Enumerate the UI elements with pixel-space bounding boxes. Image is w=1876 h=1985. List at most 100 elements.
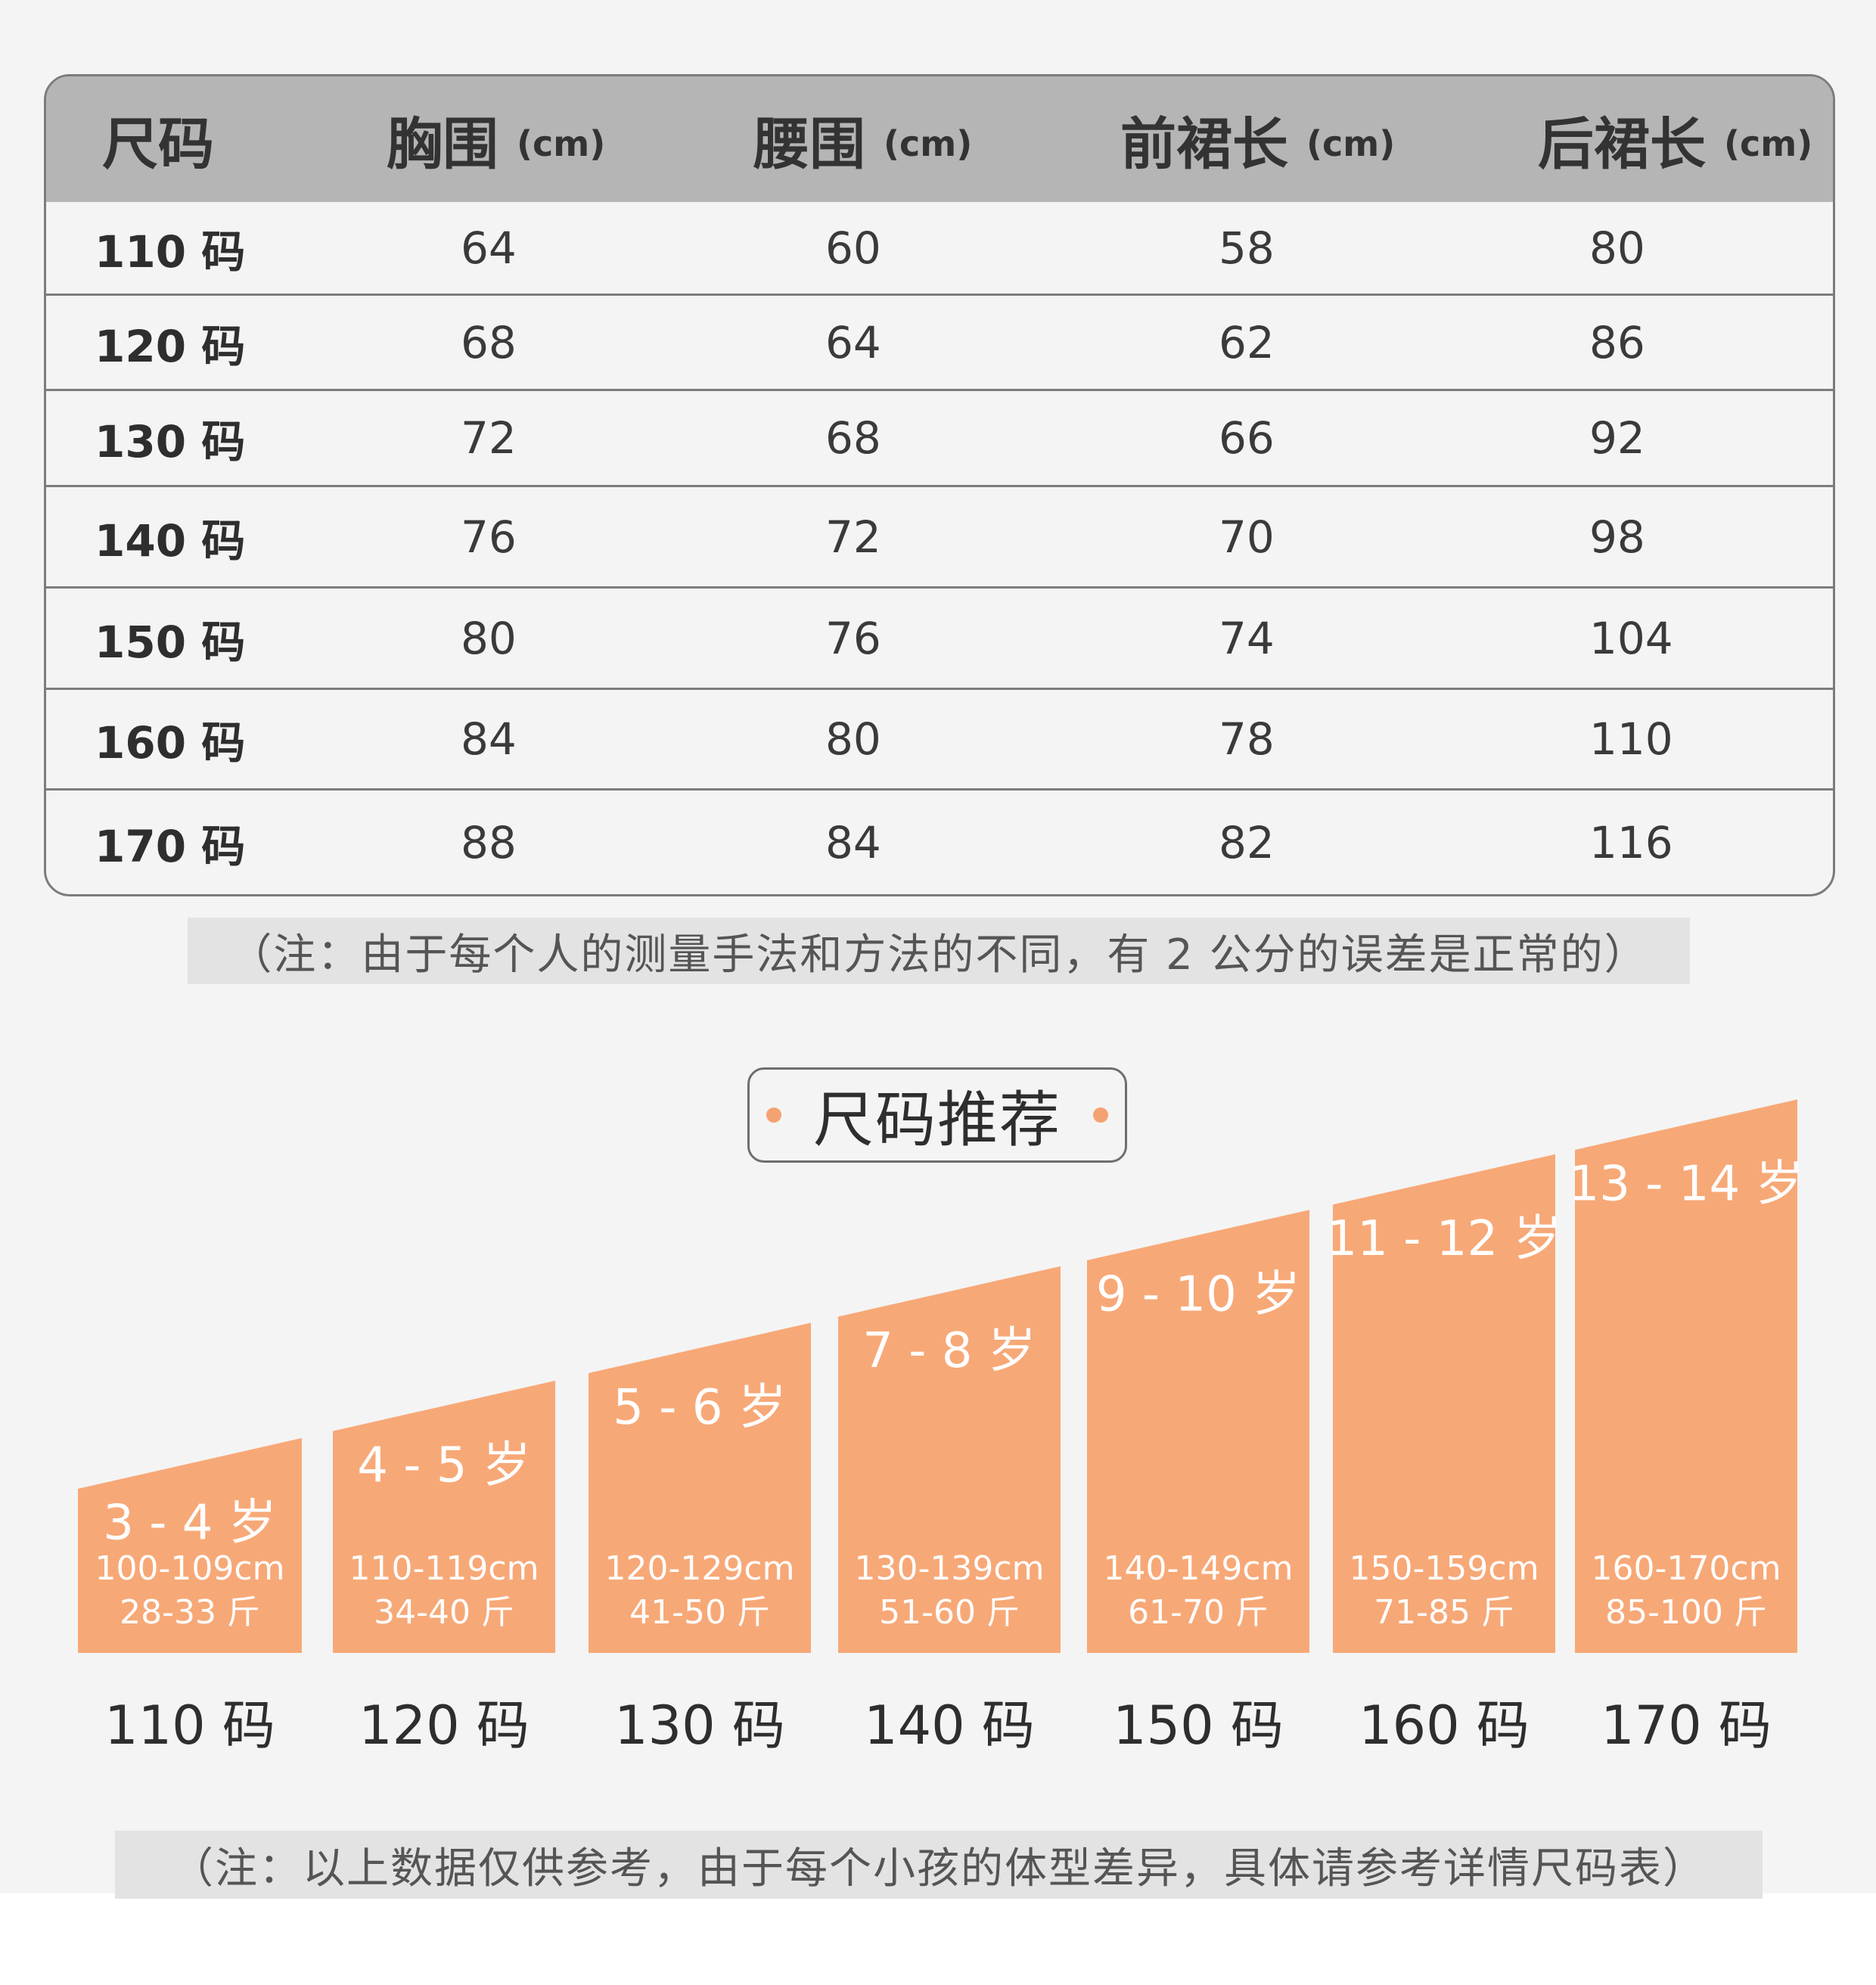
measurement-cell: 92 — [1589, 412, 1645, 464]
measurement-cell: 80 — [825, 713, 881, 765]
recommend-size-label: 110 码 — [104, 1695, 275, 1757]
recommend-bar — [1087, 1210, 1309, 1653]
size-cell: 140 码 — [95, 514, 246, 567]
recommend-bar — [78, 1437, 302, 1653]
measurement-cell: 64 — [461, 222, 517, 274]
measurement-note: （注：由于每个人的测量手法和方法的不同，有 2 公分的误差是正常的） — [188, 918, 1690, 984]
age-range: 13 - 14 岁 — [1569, 1157, 1804, 1213]
header-back-length: 后裙长 (cm) — [1538, 76, 1812, 202]
size-cell: 160 码 — [95, 717, 246, 769]
height-range: 130-139cm — [855, 1549, 1045, 1588]
size-cell: 170 码 — [95, 820, 246, 872]
age-range: 3 - 4 岁 — [103, 1495, 277, 1551]
weight-range: 85-100 斤 — [1605, 1593, 1767, 1632]
recommend-bar — [1333, 1154, 1555, 1653]
table-header: 尺码 胸围 (cm) 腰围 (cm) 前裙长 (cm) 后裙长 (cm) — [46, 76, 1833, 202]
recommend-bar — [333, 1381, 555, 1653]
measurement-cell: 82 — [1219, 816, 1275, 868]
header-unit: (cm) — [1724, 123, 1813, 164]
weight-range: 28-33 斤 — [120, 1593, 260, 1632]
dot-icon — [1093, 1107, 1108, 1123]
size-cell: 120 码 — [95, 320, 246, 372]
size-cell: 110 码 — [95, 225, 246, 278]
size-table: 尺码 胸围 (cm) 腰围 (cm) 前裙长 (cm) 后裙长 (cm) 110… — [44, 74, 1835, 896]
measurement-cell: 98 — [1589, 511, 1645, 563]
measurement-cell: 104 — [1589, 612, 1673, 664]
header-label: 后裙长 — [1538, 111, 1706, 177]
measurement-cell: 74 — [1219, 612, 1275, 664]
measurement-cell: 116 — [1589, 816, 1673, 868]
table-row: 150 码 80 76 74 104 — [46, 586, 1833, 688]
header-unit: (cm) — [517, 123, 606, 164]
recommend-size-label: 140 码 — [864, 1695, 1035, 1757]
table-row: 110 码 64 60 58 80 — [46, 202, 1833, 294]
recommend-title: 尺码推荐 — [813, 1085, 1061, 1155]
header-chest: 胸围 (cm) — [387, 76, 605, 202]
measurement-cell: 80 — [461, 612, 517, 664]
header-front-length: 前裙长 (cm) — [1120, 76, 1395, 202]
recommend-bar — [838, 1266, 1061, 1653]
measurement-cell: 60 — [825, 222, 881, 274]
weight-range: 51-60 斤 — [879, 1593, 1020, 1632]
reference-note: （注：以上数据仅供参考，由于每个小孩的体型差异，具体请参考详情尺码表） — [115, 1831, 1763, 1899]
header-label: 腰围 — [753, 111, 865, 177]
height-range: 140-149cm — [1104, 1549, 1294, 1588]
recommend-size-label: 160 码 — [1359, 1695, 1530, 1757]
height-range: 120-129cm — [605, 1549, 795, 1588]
age-range: 4 - 5 岁 — [357, 1437, 531, 1493]
weight-range: 34-40 斤 — [374, 1593, 514, 1632]
weight-range: 61-70 斤 — [1128, 1593, 1269, 1632]
table-row: 170 码 88 84 82 116 — [46, 788, 1833, 894]
table-row: 140 码 76 72 70 98 — [46, 485, 1833, 586]
measurement-cell: 64 — [825, 316, 881, 368]
measurement-cell: 72 — [825, 511, 881, 563]
header-label: 胸围 — [387, 111, 499, 177]
age-range: 11 - 12 岁 — [1327, 1211, 1562, 1267]
measurement-cell: 66 — [1219, 412, 1275, 464]
measurement-cell: 88 — [461, 816, 517, 868]
header-label: 前裙长 — [1120, 111, 1288, 177]
measurement-cell: 58 — [1219, 222, 1275, 274]
table-row: 120 码 68 64 62 86 — [46, 294, 1833, 389]
recommend-bar — [589, 1322, 811, 1653]
age-range: 7 - 8 岁 — [862, 1323, 1036, 1379]
header-waist: 腰围 (cm) — [753, 76, 972, 202]
measurement-cell: 86 — [1589, 316, 1645, 368]
recommend-title-box: 尺码推荐 — [747, 1067, 1127, 1163]
table-row: 130 码 72 68 66 92 — [46, 389, 1833, 485]
measurement-cell: 78 — [1219, 713, 1275, 765]
header-label: 尺码 — [102, 111, 214, 177]
measurement-cell: 68 — [825, 412, 881, 464]
height-range: 150-159cm — [1350, 1549, 1539, 1588]
recommend-size-label: 150 码 — [1113, 1695, 1284, 1757]
height-range: 110-119cm — [349, 1549, 539, 1588]
weight-range: 71-85 斤 — [1374, 1593, 1514, 1632]
measurement-cell: 62 — [1219, 316, 1275, 368]
age-range: 5 - 6 岁 — [613, 1380, 787, 1436]
size-cell: 150 码 — [95, 616, 246, 668]
measurement-cell: 80 — [1589, 222, 1645, 274]
recommend-size-label: 170 码 — [1601, 1695, 1772, 1757]
header-unit: (cm) — [1306, 123, 1396, 164]
header-unit: (cm) — [884, 123, 973, 164]
height-range: 160-170cm — [1592, 1549, 1781, 1588]
weight-range: 41-50 斤 — [629, 1593, 770, 1632]
measurement-cell: 72 — [461, 412, 517, 464]
measurement-cell: 110 — [1589, 713, 1673, 765]
height-range: 100-109cm — [95, 1549, 285, 1588]
measurement-cell: 70 — [1219, 511, 1275, 563]
dot-icon — [766, 1107, 781, 1123]
size-cell: 130 码 — [95, 416, 246, 468]
table-row: 160 码 84 80 78 110 — [46, 688, 1833, 788]
recommend-size-label: 120 码 — [359, 1695, 530, 1757]
measurement-cell: 84 — [461, 713, 517, 765]
recommend-bar — [1575, 1099, 1797, 1653]
age-range: 9 - 10 岁 — [1096, 1267, 1300, 1323]
measurement-cell: 84 — [825, 816, 881, 868]
measurement-cell: 76 — [461, 511, 517, 563]
measurement-cell: 68 — [461, 316, 517, 368]
recommend-size-label: 130 码 — [614, 1695, 785, 1757]
header-size: 尺码 — [102, 76, 214, 202]
measurement-cell: 76 — [825, 612, 881, 664]
